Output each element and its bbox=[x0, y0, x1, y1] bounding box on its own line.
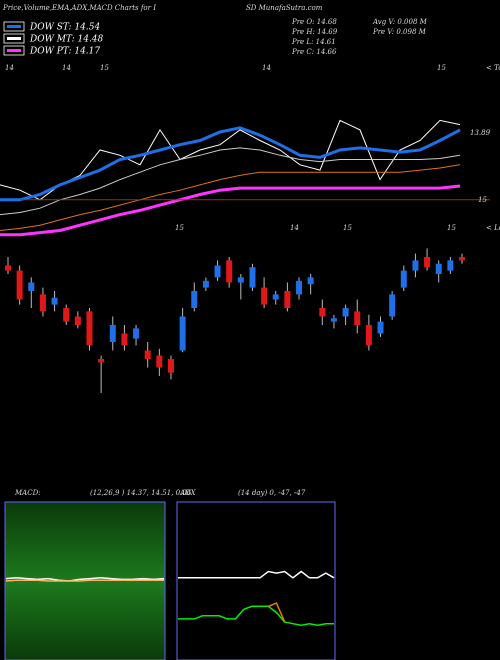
series-line bbox=[0, 147, 461, 216]
candle-body bbox=[98, 359, 105, 363]
candle-body bbox=[86, 311, 93, 346]
candle-body bbox=[261, 287, 268, 305]
candle-body bbox=[272, 294, 279, 300]
candle-body bbox=[109, 325, 116, 342]
series-line bbox=[5, 577, 165, 582]
candle-body bbox=[435, 263, 442, 274]
info-text: Pre H: 14.69 bbox=[291, 28, 338, 36]
series-line bbox=[268, 602, 286, 623]
top-label: 14 bbox=[5, 64, 14, 72]
last-price-label: 13.89 bbox=[470, 129, 491, 137]
candle-body bbox=[342, 308, 349, 317]
legend-text: DOW PT: 14.17 bbox=[29, 47, 100, 57]
candle-body bbox=[156, 355, 163, 368]
panel-subtitle: (12,26,9 ) 14.37, 14.51, 0.06 bbox=[90, 489, 192, 497]
bottom-label: 15 bbox=[175, 224, 184, 232]
candle-body bbox=[424, 257, 431, 268]
legend-swatch-fill bbox=[7, 49, 21, 52]
series-line bbox=[178, 570, 335, 579]
candle-body bbox=[39, 294, 46, 312]
title-right: SD MunafaSutra.com bbox=[246, 4, 323, 12]
series-line bbox=[0, 119, 461, 201]
panel-title: MACD: bbox=[14, 489, 41, 497]
legend-swatch-fill bbox=[7, 37, 21, 40]
candle-body bbox=[51, 297, 58, 305]
level-label: 15 bbox=[478, 196, 487, 204]
candle-body bbox=[447, 260, 454, 271]
top-label: 14 bbox=[62, 64, 71, 72]
title-left: Price,Volume,EMA,ADX,MACD Charts for I bbox=[2, 4, 156, 12]
candle-body bbox=[284, 291, 291, 308]
candle-body bbox=[237, 277, 244, 283]
candle-body bbox=[74, 316, 81, 325]
candle-body bbox=[214, 265, 221, 278]
candle-body bbox=[389, 294, 396, 317]
candle-body bbox=[377, 321, 384, 334]
info-text: Pre C: 14.66 bbox=[291, 48, 337, 56]
series-line bbox=[0, 164, 461, 231]
candle-body bbox=[365, 325, 372, 346]
bottom-label: < Lows bbox=[486, 224, 500, 232]
candle-body bbox=[319, 308, 326, 317]
candle-body bbox=[191, 291, 198, 308]
candle-body bbox=[28, 282, 35, 291]
candle-body bbox=[307, 277, 314, 285]
legend-text: DOW ST: 14.54 bbox=[29, 23, 100, 33]
candle-body bbox=[133, 328, 140, 339]
adx-panel bbox=[176, 501, 336, 660]
candle-body bbox=[179, 316, 186, 351]
candle-body bbox=[400, 270, 407, 288]
candle-body bbox=[296, 280, 303, 295]
candle-body bbox=[412, 260, 419, 271]
bottom-label: 14 bbox=[290, 224, 299, 232]
candle-body bbox=[226, 260, 233, 283]
series-line bbox=[5, 579, 164, 582]
candle-body bbox=[144, 350, 151, 359]
candle-body bbox=[330, 318, 337, 322]
series-line bbox=[0, 184, 461, 237]
info-text: Pre L: 14.61 bbox=[291, 38, 336, 46]
info-text: Avg V: 0.008 M bbox=[372, 18, 428, 26]
top-label: 14 bbox=[262, 64, 271, 72]
candle-body bbox=[202, 280, 209, 288]
candle-body bbox=[121, 333, 128, 346]
top-label: < Tops bbox=[486, 64, 500, 72]
candle-body bbox=[16, 270, 23, 300]
info-text: Pre V: 0.098 M bbox=[372, 28, 427, 36]
series-line bbox=[178, 605, 334, 626]
candle-body bbox=[63, 308, 70, 322]
candle-body bbox=[167, 359, 174, 373]
top-label: 15 bbox=[100, 64, 109, 72]
legend-text: DOW MT: 14.48 bbox=[29, 35, 104, 45]
series-line bbox=[0, 126, 461, 202]
legend-swatch-fill bbox=[7, 25, 21, 28]
candle-body bbox=[459, 257, 465, 261]
candle-body bbox=[5, 265, 11, 271]
bottom-label: 15 bbox=[447, 224, 456, 232]
panel-title: ADX bbox=[179, 489, 197, 497]
bottom-label: 15 bbox=[343, 224, 352, 232]
panel-subtitle: (14 day) 0, -47, -47 bbox=[238, 489, 306, 497]
candle-body bbox=[249, 267, 256, 288]
top-label: 15 bbox=[437, 64, 446, 72]
candle-body bbox=[354, 311, 361, 325]
info-text: Pre O: 14.68 bbox=[291, 18, 337, 26]
